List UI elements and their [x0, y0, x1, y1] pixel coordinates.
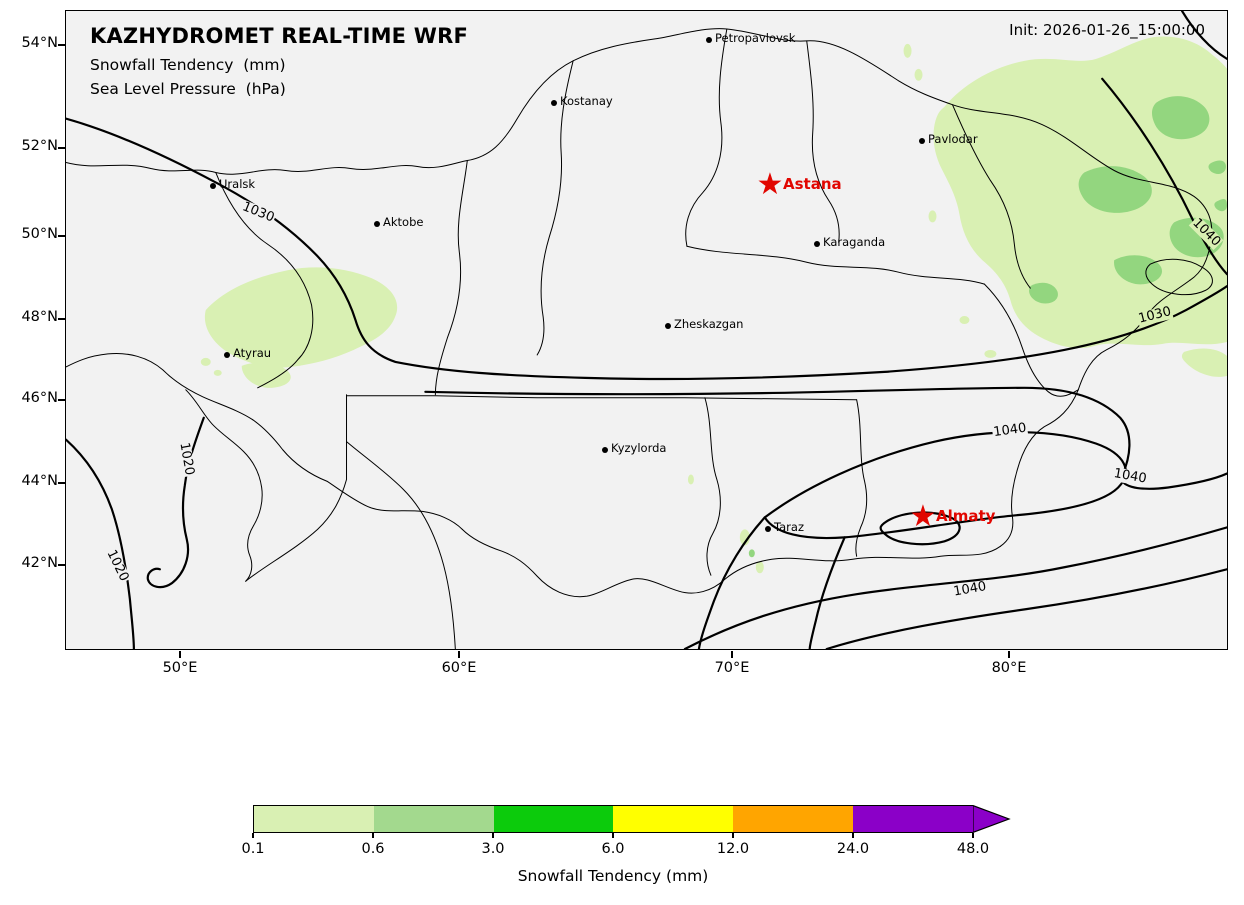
city-dot — [814, 241, 820, 247]
capital-label: Almaty — [936, 507, 996, 525]
y-tick-label: 48°N — [21, 309, 58, 325]
city-dot — [665, 323, 671, 329]
y-tick-label: 52°N — [21, 138, 58, 154]
colorbar-segment — [373, 806, 494, 832]
city-dot — [210, 183, 216, 189]
city-label: Karaganda — [823, 235, 886, 249]
star-icon: ★ — [909, 498, 937, 534]
y-tick-label: 44°N — [21, 473, 58, 489]
colorbar-tick-label: 6.0 — [601, 841, 625, 857]
y-tick-label: 50°N — [21, 226, 58, 242]
colorbar-tick — [732, 833, 734, 838]
map-canvas — [65, 10, 1228, 650]
colorbar-segment — [493, 806, 614, 832]
x-axis-tick — [179, 651, 181, 658]
city-label: Aktobe — [383, 215, 424, 229]
colorbar-tick — [252, 833, 254, 838]
colorbar-segment — [733, 806, 854, 832]
y-axis-tick — [58, 147, 65, 149]
map-graphics — [66, 11, 1227, 649]
city-dot — [551, 100, 557, 106]
city-label: Uralsk — [219, 177, 256, 191]
y-axis-tick — [58, 318, 65, 320]
colorbar-tick — [492, 833, 494, 838]
colorbar-tick-label: 24.0 — [836, 841, 870, 857]
city-label: Zheskazgan — [674, 317, 744, 331]
colorbar-segment — [613, 806, 734, 832]
city-dot — [765, 526, 771, 532]
x-tick-label: 70°E — [714, 660, 750, 676]
x-tick-label: 60°E — [441, 660, 477, 676]
city-dot — [706, 37, 712, 43]
city-label: Kostanay — [560, 94, 613, 108]
colorbar-tick — [372, 833, 374, 838]
y-tick-label: 54°N — [21, 35, 58, 51]
colorbar-tick-label: 48.0 — [956, 841, 990, 857]
colorbar-tick-label: 3.0 — [481, 841, 505, 857]
city-dot — [919, 138, 925, 144]
colorbar-segment — [853, 806, 973, 832]
colorbar-tick-label: 0.6 — [361, 841, 385, 857]
colorbar-tick-label: 12.0 — [716, 841, 750, 857]
snowfall-layer — [200, 36, 1227, 574]
city-label: Pavlodar — [928, 132, 978, 146]
colorbar-title: Snowfall Tendency (mm) — [517, 867, 709, 885]
subtitle-snowfall: Snowfall Tendency (mm) — [90, 56, 286, 74]
colorbar-tick-label: 0.1 — [241, 841, 265, 857]
city-dot — [374, 221, 380, 227]
y-axis-tick — [58, 235, 65, 237]
capital-label: Astana — [783, 175, 842, 193]
x-tick-label: 80°E — [991, 660, 1027, 676]
colorbar — [253, 805, 973, 833]
subtitle-pressure: Sea Level Pressure (hPa) — [90, 80, 286, 98]
city-label: Petropavlovsk — [715, 31, 796, 45]
init-time-label: Init: 2026-01-26_15:00:00 — [1009, 21, 1205, 39]
city-label: Atyrau — [233, 346, 272, 360]
colorbar-tick — [972, 833, 974, 838]
y-axis-tick — [58, 482, 65, 484]
city-label: Taraz — [774, 520, 804, 534]
star-icon: ★ — [756, 166, 784, 202]
page-title: KAZHYDROMET REAL-TIME WRF — [90, 24, 469, 48]
y-axis-tick — [58, 564, 65, 566]
y-axis-tick — [58, 44, 65, 46]
city-dot — [602, 447, 608, 453]
x-axis-tick — [1008, 651, 1010, 658]
city-dot — [224, 352, 230, 358]
x-axis-tick — [458, 651, 460, 658]
colorbar-segment — [254, 806, 374, 832]
colorbar-extend-arrow — [973, 805, 1011, 833]
y-tick-label: 42°N — [21, 555, 58, 571]
colorbar-tick — [612, 833, 614, 838]
colorbar-tick — [852, 833, 854, 838]
y-tick-label: 46°N — [21, 390, 58, 406]
y-axis-tick — [58, 399, 65, 401]
x-axis-tick — [731, 651, 733, 658]
city-label: Kyzylorda — [611, 441, 667, 455]
x-tick-label: 50°E — [162, 660, 198, 676]
borders-layer — [66, 28, 1213, 649]
